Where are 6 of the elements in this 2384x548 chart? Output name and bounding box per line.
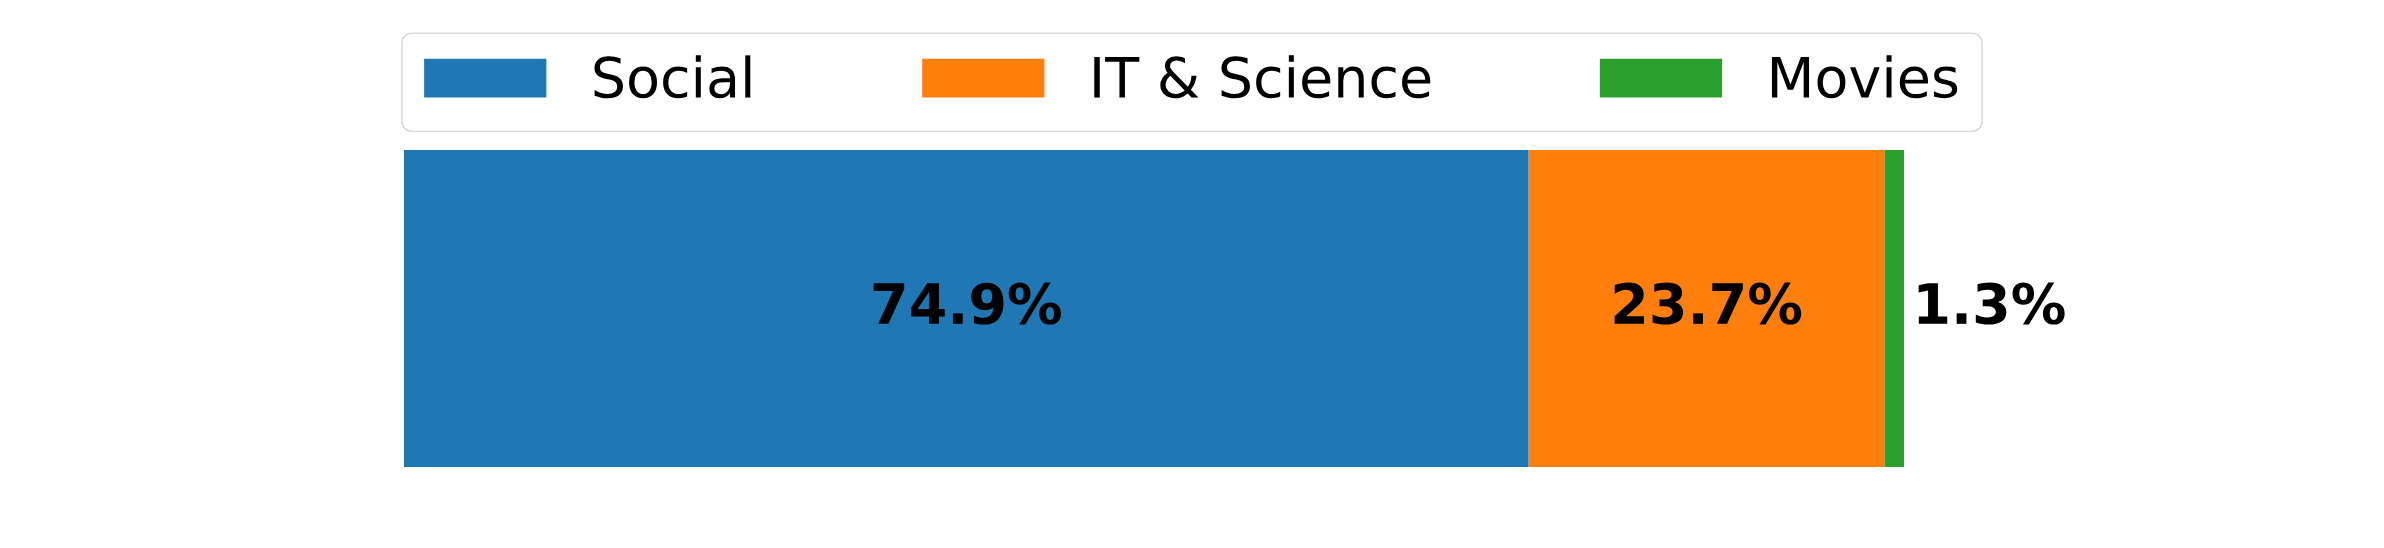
legend-label: Movies (1771, 55, 1958, 99)
data-label: 1.3% (1918, 282, 2065, 325)
legend-label: IT & Science (1094, 55, 1431, 99)
data-label: 74.9% (873, 282, 1061, 325)
legend-label: Social (594, 55, 751, 99)
data-label: 23.7% (1614, 282, 1802, 325)
